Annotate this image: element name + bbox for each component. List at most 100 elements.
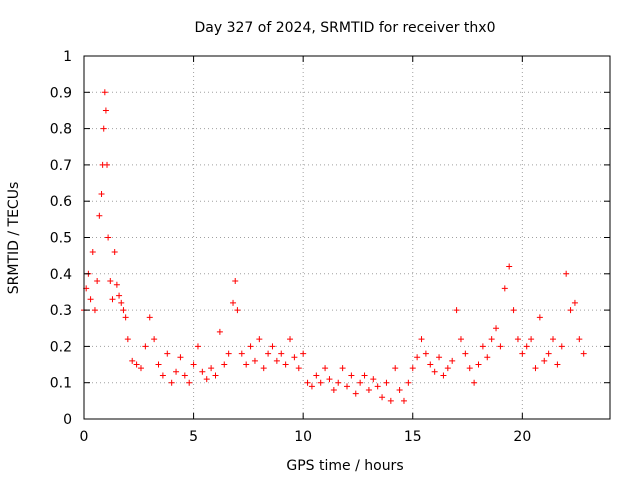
data-point xyxy=(111,249,118,256)
data-point xyxy=(155,361,162,368)
data-point xyxy=(89,249,96,256)
data-point xyxy=(370,376,377,383)
data-point xyxy=(190,361,197,368)
data-point xyxy=(409,365,416,372)
data-point xyxy=(475,361,482,368)
data-point xyxy=(466,365,473,372)
data-point xyxy=(243,361,250,368)
data-point xyxy=(558,343,565,350)
data-point xyxy=(181,372,188,379)
y-axis: 0 0.1 0.2 0.3 0.4 0.5 0.6 0.7 0.8 0.9 1 xyxy=(50,49,610,428)
data-point xyxy=(142,343,149,350)
data-point xyxy=(308,383,315,390)
data-point xyxy=(506,263,513,270)
y-tick-label: 0.6 xyxy=(50,194,72,210)
data-point xyxy=(101,89,108,96)
data-point xyxy=(186,379,193,386)
data-point xyxy=(348,372,355,379)
data-point xyxy=(528,336,535,343)
data-point xyxy=(269,343,276,350)
data-point xyxy=(100,125,107,132)
data-point xyxy=(453,307,460,314)
y-tick-label: 0.4 xyxy=(50,267,72,283)
y-tick-label: 0.2 xyxy=(50,339,72,355)
data-point xyxy=(510,307,517,314)
data-point xyxy=(405,379,412,386)
data-point xyxy=(440,372,447,379)
data-point xyxy=(137,365,144,372)
data-point xyxy=(164,350,171,357)
data-point xyxy=(124,336,131,343)
data-point xyxy=(273,357,280,364)
x-axis: 0 5 10 15 20 xyxy=(80,56,531,445)
grid xyxy=(84,56,610,419)
y-tick-label: 0.7 xyxy=(50,158,72,174)
data-point xyxy=(462,350,469,357)
data-point xyxy=(107,278,114,285)
plot-frame xyxy=(83,55,611,420)
data-point xyxy=(523,343,530,350)
data-point xyxy=(431,368,438,375)
y-tick-label: 0.1 xyxy=(50,376,72,392)
data-point xyxy=(129,357,136,364)
y-tick-label: 0.9 xyxy=(50,85,72,101)
data-point xyxy=(168,379,175,386)
chart-title: Day 327 of 2024, SRMTID for receiver thx… xyxy=(195,20,496,36)
data-point xyxy=(418,336,425,343)
data-point xyxy=(256,336,263,343)
data-point xyxy=(444,365,451,372)
x-tick-label: 10 xyxy=(294,429,312,445)
data-point xyxy=(550,336,557,343)
data-point xyxy=(392,365,399,372)
data-point xyxy=(436,354,443,361)
data-point xyxy=(335,379,342,386)
data-point xyxy=(247,343,254,350)
data-point xyxy=(238,350,245,357)
y-tick-label: 0.5 xyxy=(50,231,72,247)
data-point xyxy=(96,212,103,219)
y-tick-label: 0.8 xyxy=(50,122,72,138)
data-point xyxy=(567,307,574,314)
data-point xyxy=(322,365,329,372)
data-point xyxy=(116,292,123,299)
data-point xyxy=(118,299,125,306)
data-point xyxy=(571,299,578,306)
data-point xyxy=(427,361,434,368)
x-tick-label: 15 xyxy=(404,429,422,445)
data-point xyxy=(576,336,583,343)
data-point xyxy=(497,343,504,350)
data-point xyxy=(232,278,239,285)
data-point xyxy=(501,285,508,292)
data-point xyxy=(177,354,184,361)
data-point xyxy=(194,343,201,350)
data-point xyxy=(225,350,232,357)
data-point xyxy=(300,350,307,357)
data-point xyxy=(173,368,180,375)
data-point xyxy=(122,314,129,321)
data-point xyxy=(514,336,521,343)
x-tick-label: 20 xyxy=(513,429,531,445)
data-point xyxy=(326,376,333,383)
data-point xyxy=(234,307,241,314)
data-point xyxy=(291,354,298,361)
data-point xyxy=(260,365,267,372)
data-point xyxy=(449,357,456,364)
data-point xyxy=(339,365,346,372)
y-tick-label: 0.3 xyxy=(50,303,72,319)
data-point xyxy=(580,350,587,357)
data-point xyxy=(532,365,539,372)
data-point xyxy=(344,383,350,390)
data-point xyxy=(146,314,153,321)
x-tick-label: 0 xyxy=(80,429,89,445)
y-tick-label: 1 xyxy=(63,49,72,65)
data-point xyxy=(554,361,561,368)
data-point xyxy=(479,343,486,350)
data-point xyxy=(98,190,105,197)
data-point xyxy=(488,336,495,343)
data-point xyxy=(199,368,206,375)
data-point xyxy=(541,357,548,364)
data-point xyxy=(519,350,526,357)
data-point xyxy=(365,386,372,393)
data-point xyxy=(361,372,368,379)
data-point xyxy=(212,372,219,379)
